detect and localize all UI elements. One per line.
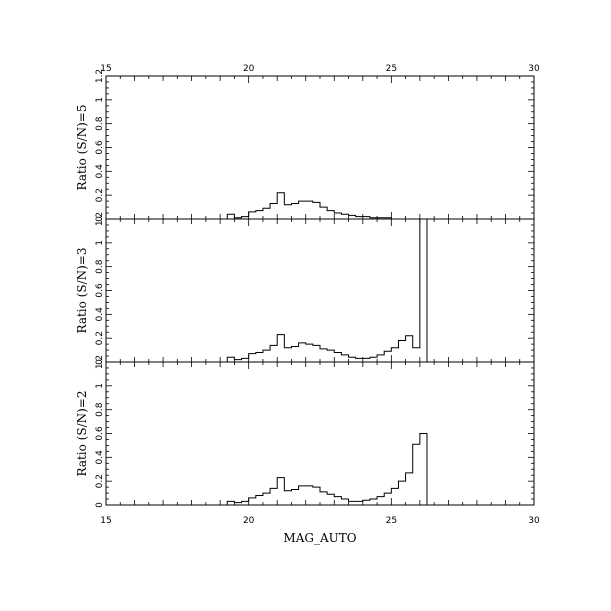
histogram-series <box>220 218 442 363</box>
x-tick-label-bottom: 25 <box>386 516 397 526</box>
y-tick-label: 0.2 <box>95 331 105 345</box>
y-tick-label: 1 <box>95 240 105 246</box>
y-tick-label: 1 <box>95 97 105 103</box>
x-tick-label-top: 30 <box>528 64 540 74</box>
panel-2: 0 0.2 0.4 0.6 0.8 1 1.2 Ratio (S/N)=3 <box>75 212 535 365</box>
y-tick-label: 0.8 <box>95 259 105 274</box>
panels-group: 0 0.2 0.4 0.6 0.8 1 1.2 Ratio (S/N)=5 0 0.2 0.4 0.6… <box>75 69 535 508</box>
y-axis-label: Ratio (S/N)=3 <box>75 248 89 334</box>
y-tick-label: 0.8 <box>95 116 105 131</box>
y-tick-label: 0.4 <box>95 450 105 465</box>
y-tick-label: 0.2 <box>95 188 105 202</box>
x-axis-label: MAG_AUTO <box>283 531 356 545</box>
panel-1: 0 0.2 0.4 0.6 0.8 1 1.2 Ratio (S/N)=5 <box>75 69 535 222</box>
x-tick-label-bottom: 20 <box>243 516 255 526</box>
y-tick-label: 1.2 <box>95 355 105 369</box>
y-tick-label: 0.6 <box>95 140 105 155</box>
bottom-x-axis: 15 20 25 30 <box>100 516 540 526</box>
y-tick-label: 0.8 <box>95 402 105 417</box>
y-tick-label: 0 <box>95 502 105 508</box>
top-x-axis: 15 20 25 30 <box>100 64 540 74</box>
y-tick-label: 0 <box>95 359 105 365</box>
y-tick-label: 0.2 <box>95 474 105 488</box>
x-tick-label-top: 15 <box>100 64 111 74</box>
histogram-series <box>220 433 442 506</box>
panel-frame <box>105 218 535 363</box>
y-tick-label: 0.4 <box>95 307 105 322</box>
y-tick-label: 0.6 <box>95 426 105 441</box>
y-axis-label: Ratio (S/N)=2 <box>75 391 89 477</box>
y-tick-label: 1.2 <box>95 69 105 83</box>
panel-frame <box>105 75 535 220</box>
y-tick-label: 0.4 <box>95 164 105 179</box>
x-tick-label-bottom: 30 <box>528 516 540 526</box>
x-tick-label-bottom: 15 <box>100 516 111 526</box>
y-tick-label: 0 <box>95 216 105 222</box>
panel-frame <box>105 361 535 506</box>
y-tick-label: 1.2 <box>95 212 105 226</box>
x-tick-label-top: 25 <box>386 64 397 74</box>
y-tick-label: 1 <box>95 383 105 389</box>
panel-3: 0 0.2 0.4 0.6 0.8 1 1.2 Ratio (S/N)=2 <box>75 355 535 508</box>
y-axis-label: Ratio (S/N)=5 <box>75 105 89 191</box>
y-tick-label: 0.6 <box>95 283 105 298</box>
histogram-series <box>220 192 442 220</box>
x-tick-label-top: 20 <box>243 64 255 74</box>
